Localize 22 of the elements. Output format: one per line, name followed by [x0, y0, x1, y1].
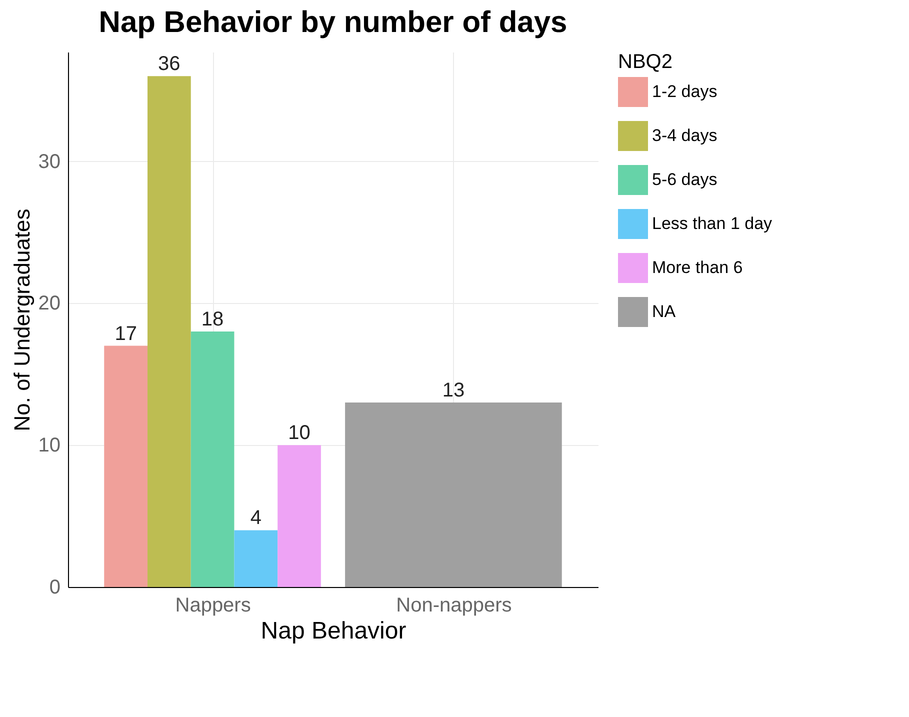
y-tick-label: 20 — [38, 292, 60, 315]
legend-label: More than 6 — [652, 258, 743, 277]
y-tick-label: 30 — [38, 150, 60, 173]
y-axis-title: No. of Undergraduates — [9, 208, 34, 432]
legend-label: 5-6 days — [652, 170, 718, 189]
chart-title: Nap Behavior by number of days — [98, 6, 568, 39]
data-label: 36 — [158, 53, 180, 76]
data-label: 13 — [442, 380, 465, 402]
legend-label: NA — [652, 302, 676, 321]
y-tick-label: 10 — [38, 434, 60, 457]
data-label: 17 — [114, 322, 137, 345]
data-label: 4 — [250, 507, 262, 530]
x-axis-title: Nap Behavior — [260, 618, 406, 644]
legend-label: Less than 1 day — [652, 214, 773, 233]
legend-label: 3-4 days — [652, 126, 718, 145]
x-tick-label: Nappers — [175, 594, 251, 616]
x-tick-label: Non-nappers — [396, 594, 512, 616]
legend-title: NBQ2 — [618, 51, 672, 73]
legend-label: 1-2 days — [652, 82, 718, 101]
y-tick-label: 0 — [49, 576, 60, 598]
data-label: 10 — [288, 422, 310, 444]
data-label: 18 — [201, 308, 224, 331]
